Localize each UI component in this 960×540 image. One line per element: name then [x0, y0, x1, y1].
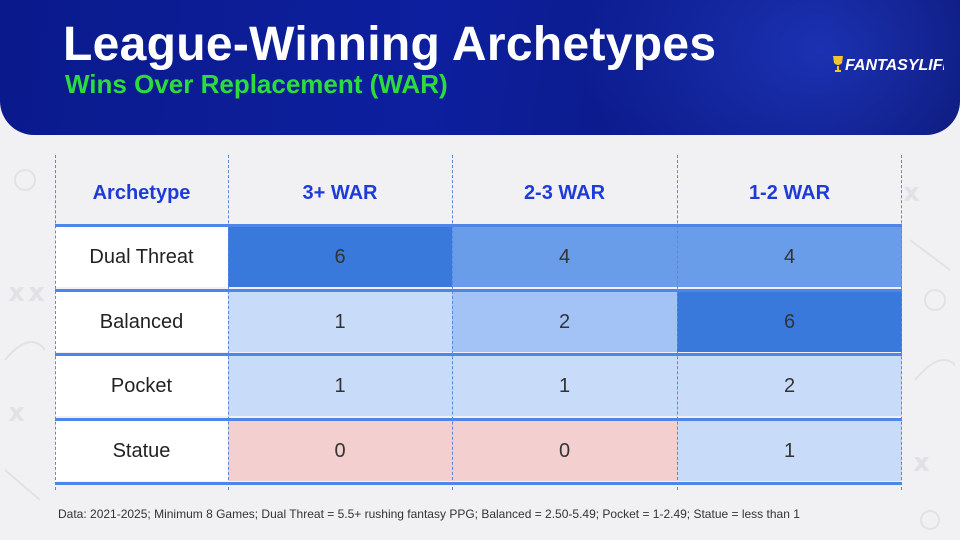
svg-text:x x: x x [10, 281, 43, 306]
header-banner: League-Winning Archetypes Wins Over Repl… [0, 0, 960, 135]
page-title: League-Winning Archetypes [63, 18, 717, 71]
table-row: Dual Threat 6 4 4 [55, 227, 902, 287]
column-divider [901, 155, 902, 490]
row-separator [55, 224, 902, 227]
row-separator [55, 353, 902, 356]
column-header-3plus-war: 3+ WAR [302, 182, 378, 204]
row-label: Dual Threat [55, 227, 228, 287]
row-separator [55, 417, 902, 421]
table-row: Balanced 1 2 6 [55, 291, 902, 352]
svg-text:x: x [10, 401, 23, 426]
table-cell: 0 [228, 420, 452, 481]
table-cell: 1 [228, 291, 452, 352]
page-subtitle: Wins Over Replacement (WAR) [65, 69, 448, 99]
table-header-row: Archetype 3+ WAR 2-3 WAR 1-2 WAR [55, 155, 902, 227]
header-glow [560, 0, 960, 135]
table-cell: 2 [677, 356, 902, 416]
table-cell: 4 [677, 227, 902, 287]
column-divider [228, 155, 229, 490]
column-header-2-3-war: 2-3 WAR [523, 182, 606, 204]
column-divider [677, 155, 678, 490]
column-header-1-2-war: 1-2 WAR [748, 182, 831, 204]
svg-text:x: x [915, 451, 928, 476]
row-label: Statue [55, 420, 228, 481]
column-divider [452, 155, 453, 490]
table-cell: 1 [452, 356, 677, 416]
row-separator [55, 482, 902, 485]
table-cell: 0 [452, 420, 677, 481]
column-divider [55, 155, 56, 490]
row-label: Balanced [55, 291, 228, 352]
table-cell: 4 [452, 227, 677, 287]
table-row: Statue 0 0 1 [55, 420, 902, 481]
table-cell: 6 [677, 291, 902, 352]
fantasylife-logo: FANTASYLIFE [833, 56, 944, 74]
table-cell: 2 [452, 291, 677, 352]
table-cell: 1 [677, 420, 902, 481]
svg-text:x: x [905, 181, 918, 206]
row-label: Pocket [55, 356, 228, 416]
war-table: Archetype 3+ WAR 2-3 WAR 1-2 WAR Dual Th… [55, 155, 902, 490]
table-cell: 6 [228, 227, 452, 287]
column-header-archetype: Archetype [92, 182, 191, 204]
logo-text: FANTASYLIFE [845, 57, 944, 74]
footnote: Data: 2021-2025; Minimum 8 Games; Dual T… [58, 507, 800, 521]
table-row: Pocket 1 1 2 [55, 356, 902, 416]
table-cell: 1 [228, 356, 452, 416]
trophy-icon [833, 56, 843, 72]
row-separator [55, 288, 902, 292]
